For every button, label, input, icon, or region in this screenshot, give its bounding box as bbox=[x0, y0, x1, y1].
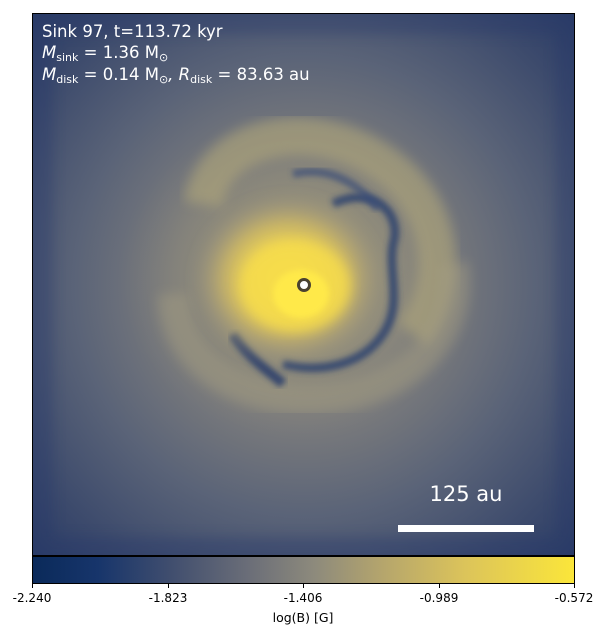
colorbar bbox=[32, 556, 575, 584]
sink-time-annotation: Sink 97, t=113.72 kyr bbox=[42, 22, 223, 41]
sun-symbol: ⊙ bbox=[158, 73, 169, 86]
field-image bbox=[33, 14, 574, 555]
colorbar-tick-label: -0.989 bbox=[419, 591, 459, 605]
colorbar-tick bbox=[168, 584, 169, 588]
colorbar-tick-label: -1.823 bbox=[148, 591, 188, 605]
colorbar-tick bbox=[439, 584, 440, 588]
colorbar-tick-label: -0.572 bbox=[554, 591, 594, 605]
magnetic-field-map bbox=[32, 13, 575, 556]
colorbar-label: log(B) [G] bbox=[272, 610, 334, 625]
sink-marker bbox=[297, 278, 311, 292]
colorbar-tick-label: -1.406 bbox=[283, 591, 323, 605]
colorbar-tick-label: -2.240 bbox=[12, 591, 52, 605]
scalebar bbox=[398, 525, 534, 532]
disk-annotation: Mdisk = 0.14 M⊙, Rdisk = 83.63 au bbox=[42, 65, 310, 86]
colorbar-tick bbox=[32, 584, 33, 588]
scalebar-label: 125 au bbox=[429, 482, 503, 506]
sink-mass-annotation: Msink = 1.36 M⊙ bbox=[42, 43, 169, 64]
colorbar-tick bbox=[303, 584, 304, 588]
colorbar-tick bbox=[574, 584, 575, 588]
